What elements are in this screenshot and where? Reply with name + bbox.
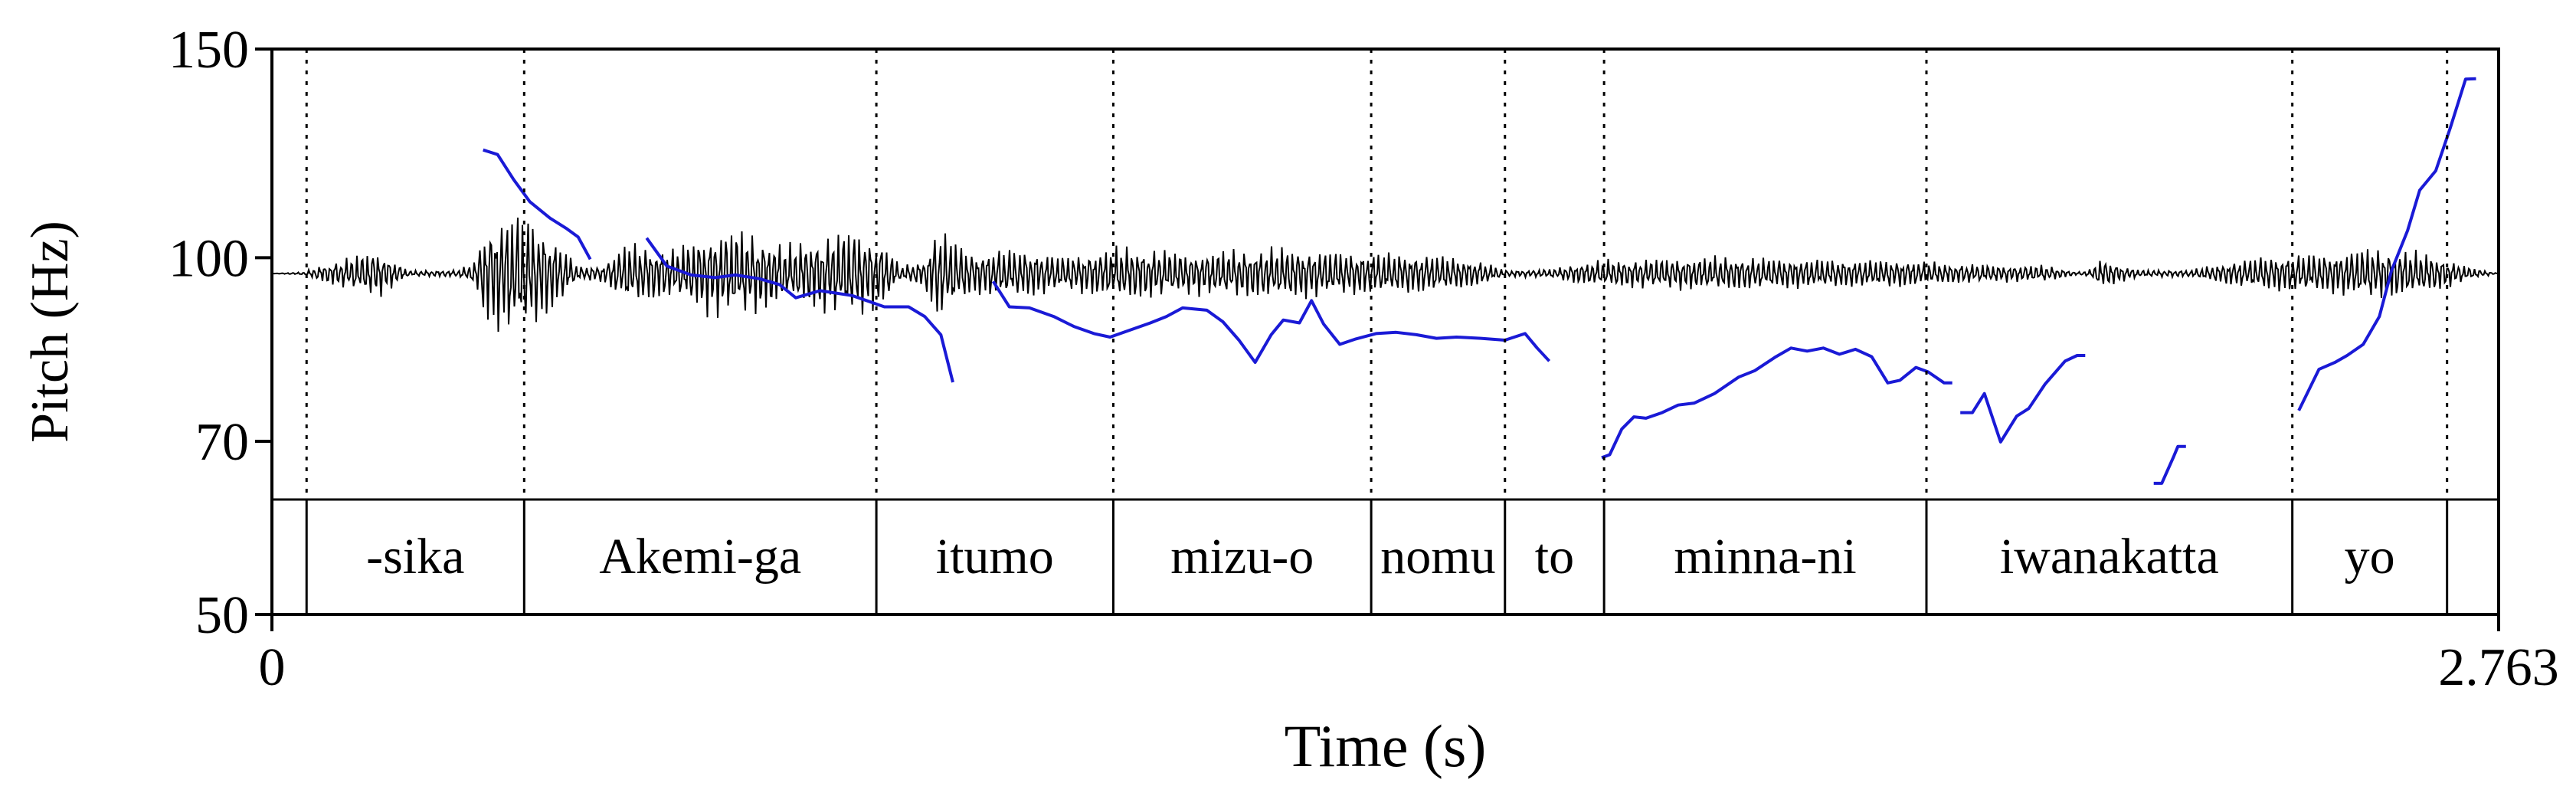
x-tick-label: 0 xyxy=(259,638,286,697)
interval-label: iwanakatta xyxy=(2000,529,2219,585)
interval-label: itumo xyxy=(936,529,1054,585)
axes: 150 100 70 500 2.763 xyxy=(169,21,2559,697)
y-axis-label: Pitch (Hz) xyxy=(21,221,80,443)
pitch-segment-5 xyxy=(1960,354,2086,444)
pitch-segment-2 xyxy=(645,237,954,383)
x-tick-label: 2.763 xyxy=(2438,638,2559,697)
plot-frame xyxy=(270,47,2500,616)
pitch-contour xyxy=(483,77,2476,485)
y-tick-label: 50 xyxy=(195,586,249,645)
waveform xyxy=(272,218,2499,332)
y-tick-label: 70 xyxy=(195,413,249,472)
interval-label: yo xyxy=(2345,529,2395,585)
pitch-segment-6 xyxy=(2153,444,2186,485)
y-tick-label: 150 xyxy=(169,21,249,80)
pitch-segment-1 xyxy=(483,148,592,260)
interval-label: minna-ni xyxy=(1674,529,1856,585)
interval-label: nomu xyxy=(1380,529,1495,585)
waveform-trace xyxy=(272,218,2499,332)
pitch-segment-4 xyxy=(1601,346,1952,460)
interval-label: -sika xyxy=(366,529,464,585)
pitch-segment-7 xyxy=(2297,77,2476,411)
interval-label: to xyxy=(1535,529,1574,585)
interval-label: mizu-o xyxy=(1170,529,1314,585)
textgrid-tier: -sika Akemi-ga itumo mizu-o nomu to minna-ni iw… xyxy=(305,49,2449,614)
pitch-segment-3 xyxy=(991,280,1551,364)
x-axis-label: Time (s) xyxy=(1285,712,1487,779)
y-tick-label: 100 xyxy=(169,229,249,288)
interval-label: Akemi-ga xyxy=(599,529,801,585)
